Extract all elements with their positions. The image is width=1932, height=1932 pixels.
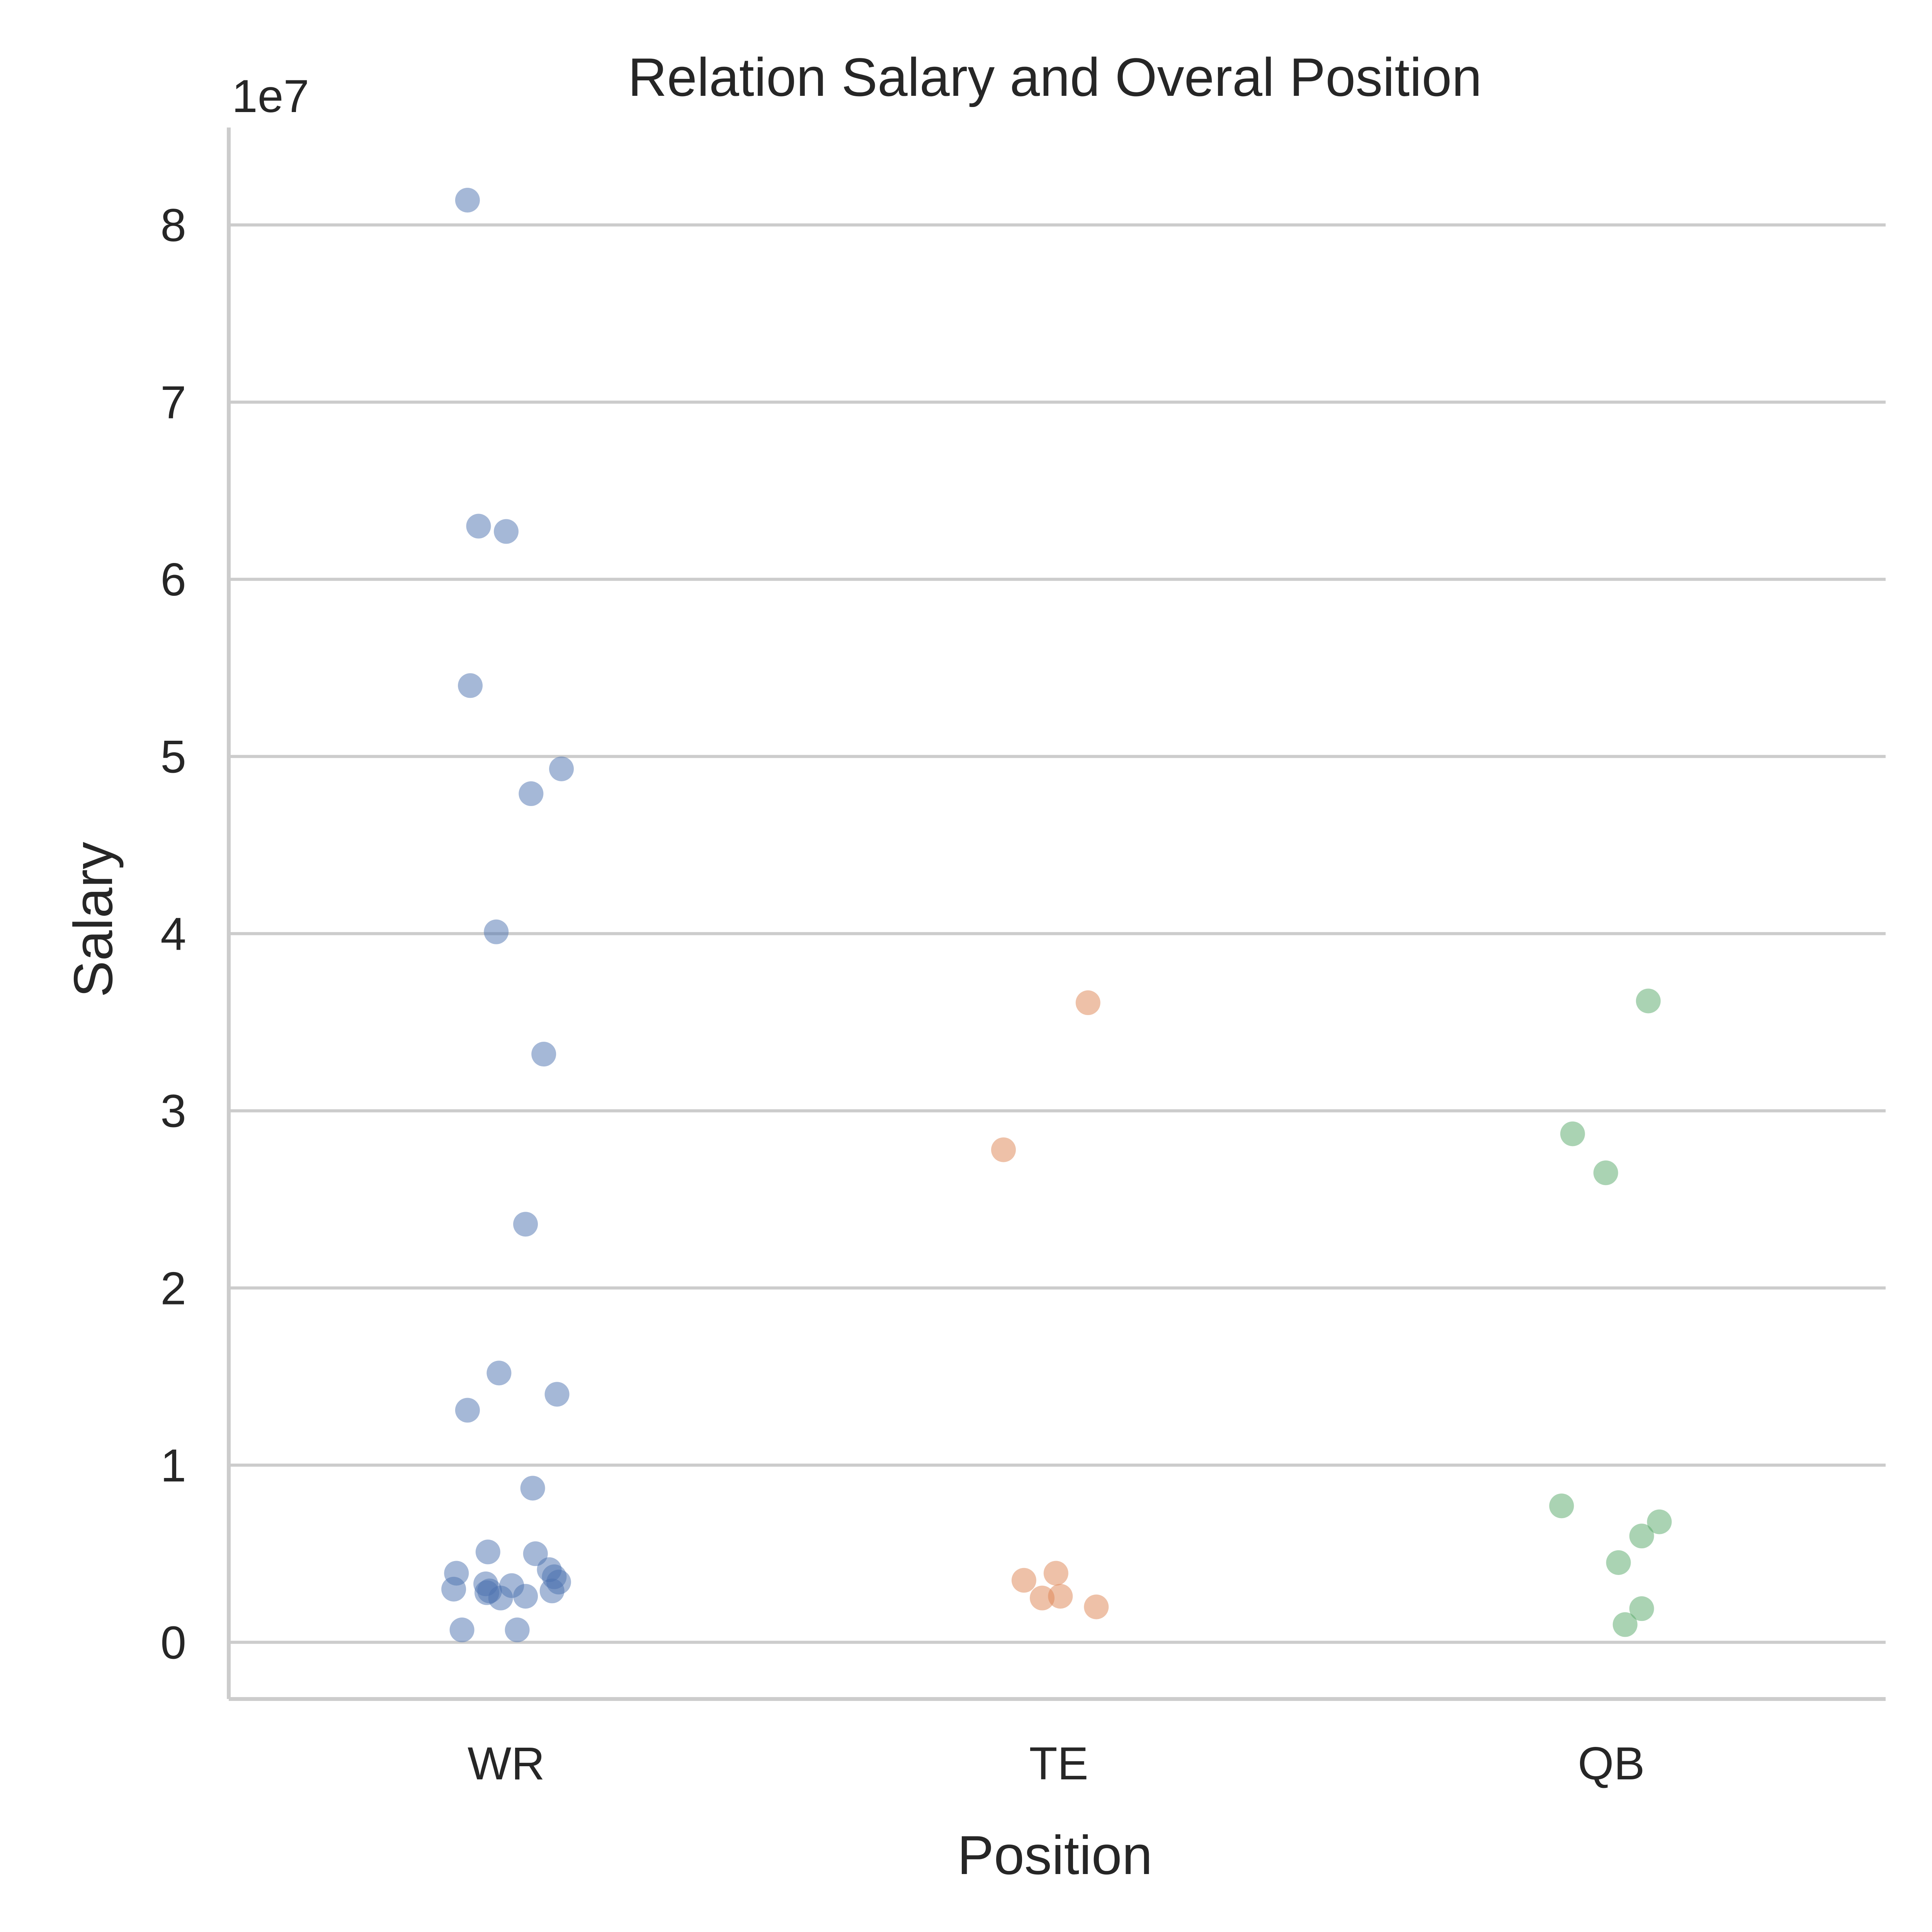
- data-point-wr: [475, 1539, 500, 1565]
- y-tick-label: 0: [160, 1617, 186, 1668]
- x-tick-label-te: TE: [1029, 1738, 1088, 1789]
- x-tick-labels: WR TE QB: [468, 1738, 1645, 1789]
- gridlines: [229, 223, 1886, 1644]
- data-point-wr: [458, 673, 483, 698]
- data-point-wr: [494, 519, 519, 544]
- data-point-qb: [1593, 1160, 1618, 1185]
- data-point-wr: [449, 1617, 474, 1643]
- y-tick-label: 6: [160, 554, 186, 605]
- data-point-te: [1048, 1584, 1073, 1609]
- data-point-wr: [441, 1577, 466, 1602]
- data-point-te: [1043, 1561, 1068, 1586]
- data-point-qb: [1629, 1596, 1654, 1621]
- data-point-wr: [488, 1585, 513, 1611]
- data-point-qb: [1606, 1550, 1631, 1575]
- data-point-wr: [455, 1398, 480, 1423]
- x-tick-label-wr: WR: [468, 1738, 545, 1789]
- data-point-wr: [523, 1541, 548, 1566]
- data-point-wr: [531, 1042, 556, 1067]
- data-point-qb: [1647, 1509, 1672, 1534]
- data-point-wr: [520, 1476, 545, 1501]
- data-point-te: [1075, 990, 1100, 1015]
- chart-title: Relation Salary and Overal Position: [628, 47, 1482, 107]
- data-point-qb: [1549, 1493, 1574, 1519]
- y-tick-label: 1: [160, 1440, 186, 1492]
- data-point-wr: [539, 1578, 565, 1604]
- data-point-te: [991, 1137, 1016, 1162]
- data-point-wr: [519, 781, 544, 806]
- data-point-wr: [513, 1584, 538, 1609]
- data-point-wr: [549, 756, 574, 781]
- data-point-qb: [1612, 1612, 1638, 1637]
- y-tick-label: 7: [160, 377, 186, 429]
- y-tick-label: 4: [160, 908, 186, 960]
- y-tick-label: 2: [160, 1262, 186, 1314]
- y-tick-label: 8: [160, 199, 186, 251]
- x-axis-label: Position: [957, 1825, 1152, 1886]
- data-point-qb: [1560, 1121, 1585, 1146]
- data-point-qb: [1629, 1524, 1654, 1549]
- data-point-te: [1011, 1568, 1036, 1593]
- y-tick-label: 5: [160, 731, 186, 783]
- x-tick-label-qb: QB: [1578, 1738, 1645, 1789]
- y-tick-label: 3: [160, 1085, 186, 1137]
- data-point-te: [1084, 1594, 1109, 1619]
- data-point-wr: [455, 187, 480, 213]
- data-point-wr: [484, 919, 509, 944]
- y-axis-label: Salary: [63, 842, 124, 998]
- data-point-wr: [544, 1382, 570, 1407]
- data-point-wr: [513, 1212, 538, 1237]
- data-point-wr: [486, 1361, 512, 1386]
- y-offset-label: 1e7: [232, 70, 309, 122]
- y-tick-labels: 0 1 2 3 4 5 6 7 8: [160, 199, 186, 1668]
- data-point-wr: [505, 1617, 530, 1643]
- data-point-qb: [1636, 988, 1661, 1014]
- data-point-te: [1030, 1585, 1055, 1611]
- data-point-wr: [466, 514, 491, 539]
- data-points: [441, 187, 1672, 1643]
